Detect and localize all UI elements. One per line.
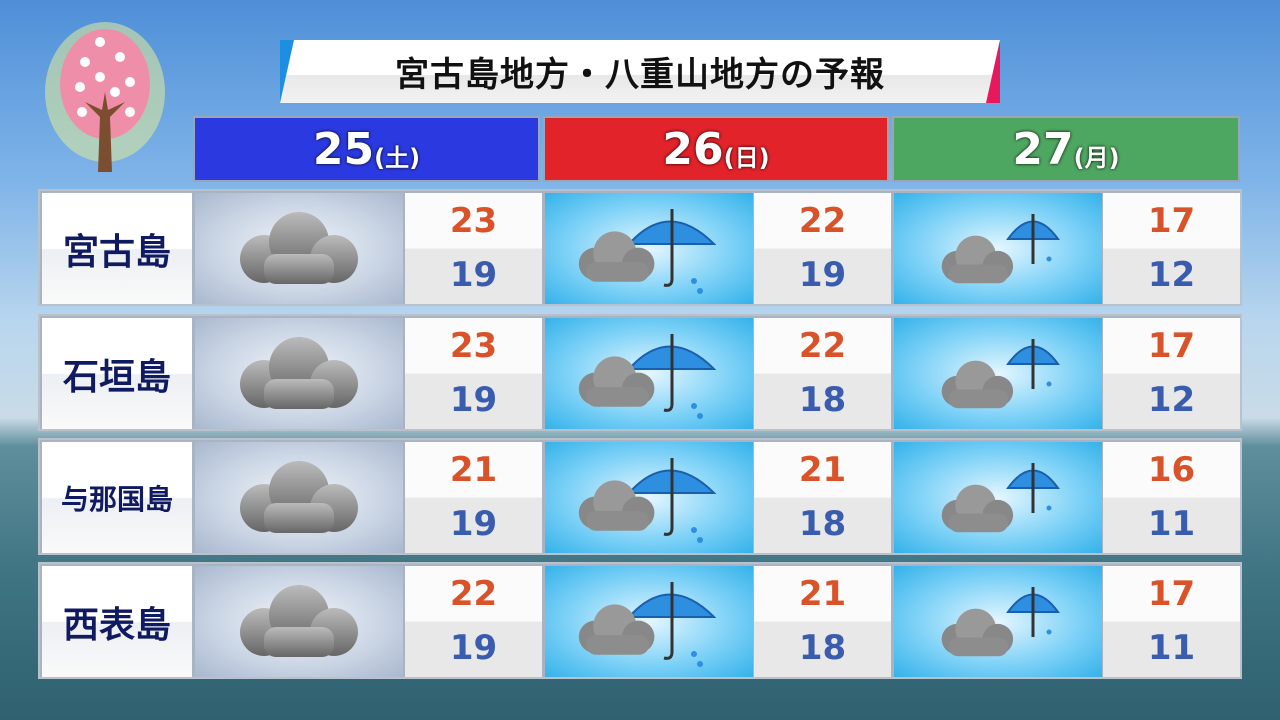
cloud-icon — [195, 442, 403, 553]
high-temp: 22 — [798, 201, 847, 241]
day-header: 27 (月) — [892, 116, 1240, 182]
low-temp: 18 — [798, 504, 847, 544]
high-temp: 16 — [1147, 450, 1196, 490]
page-title: 宮古島地方・八重山地方の予報 — [280, 40, 1000, 103]
day-weekday: (月) — [1073, 143, 1120, 172]
high-temp: 21 — [798, 574, 847, 614]
temperature-cell: 21 19 — [405, 442, 542, 553]
forecast-row: 石垣島 23 19 22 18 17 12 — [38, 314, 1242, 431]
temperature-cell: 17 11 — [1103, 566, 1240, 677]
temperature-cell: 22 19 — [405, 566, 542, 677]
low-temp: 11 — [1147, 628, 1196, 668]
place-label: 宮古島 — [42, 193, 192, 304]
cloud-icon — [195, 318, 403, 429]
temperature-cell: 17 12 — [1103, 193, 1240, 304]
temperature-cell: 17 12 — [1103, 318, 1240, 429]
day-header: 26 (日) — [543, 116, 889, 182]
low-temp: 18 — [798, 380, 847, 420]
cloud-occasional-rain-icon — [894, 193, 1102, 304]
place-label: 石垣島 — [42, 318, 192, 429]
day-weekday: (日) — [723, 143, 770, 172]
high-temp: 22 — [449, 574, 498, 614]
high-temp: 21 — [449, 450, 498, 490]
low-temp: 12 — [1147, 380, 1196, 420]
cloud-occasional-rain-icon — [894, 566, 1102, 677]
temperature-cell: 22 18 — [754, 318, 891, 429]
forecast-row: 西表島 22 19 21 18 17 11 — [38, 562, 1242, 679]
low-temp: 19 — [449, 628, 498, 668]
high-temp: 21 — [798, 450, 847, 490]
high-temp: 23 — [449, 201, 498, 241]
cloud-rain-icon — [545, 442, 753, 553]
low-temp: 19 — [449, 380, 498, 420]
day-header: 25 (土) — [193, 116, 540, 182]
cloud-occasional-rain-icon — [894, 442, 1102, 553]
forecast-row: 与那国島 21 19 21 18 16 11 — [38, 438, 1242, 555]
place-label: 西表島 — [42, 566, 192, 677]
day-number: 27 — [1012, 123, 1074, 175]
low-temp: 11 — [1147, 504, 1196, 544]
day-number: 25 — [312, 123, 375, 175]
day-weekday: (土) — [374, 143, 421, 172]
high-temp: 22 — [798, 326, 847, 366]
temperature-cell: 23 19 — [405, 193, 542, 304]
cloud-occasional-rain-icon — [894, 318, 1102, 429]
temperature-cell: 22 19 — [754, 193, 891, 304]
high-temp: 17 — [1147, 574, 1196, 614]
day-number: 26 — [662, 123, 724, 175]
temperature-cell: 23 19 — [405, 318, 542, 429]
high-temp: 23 — [449, 326, 498, 366]
cloud-rain-icon — [545, 318, 753, 429]
cloud-icon — [195, 566, 403, 677]
low-temp: 19 — [449, 255, 498, 295]
temperature-cell: 21 18 — [754, 442, 891, 553]
cherry-blossom-tree-icon — [45, 22, 165, 172]
cloud-rain-icon — [545, 193, 753, 304]
cloud-rain-icon — [545, 566, 753, 677]
low-temp: 19 — [449, 504, 498, 544]
place-label: 与那国島 — [42, 442, 192, 553]
high-temp: 17 — [1147, 326, 1196, 366]
high-temp: 17 — [1147, 201, 1196, 241]
low-temp: 18 — [798, 628, 847, 668]
low-temp: 19 — [798, 255, 847, 295]
cloud-icon — [195, 193, 403, 304]
low-temp: 12 — [1147, 255, 1196, 295]
forecast-row: 宮古島 23 19 22 19 17 12 — [38, 189, 1242, 306]
temperature-cell: 16 11 — [1103, 442, 1240, 553]
temperature-cell: 21 18 — [754, 566, 891, 677]
